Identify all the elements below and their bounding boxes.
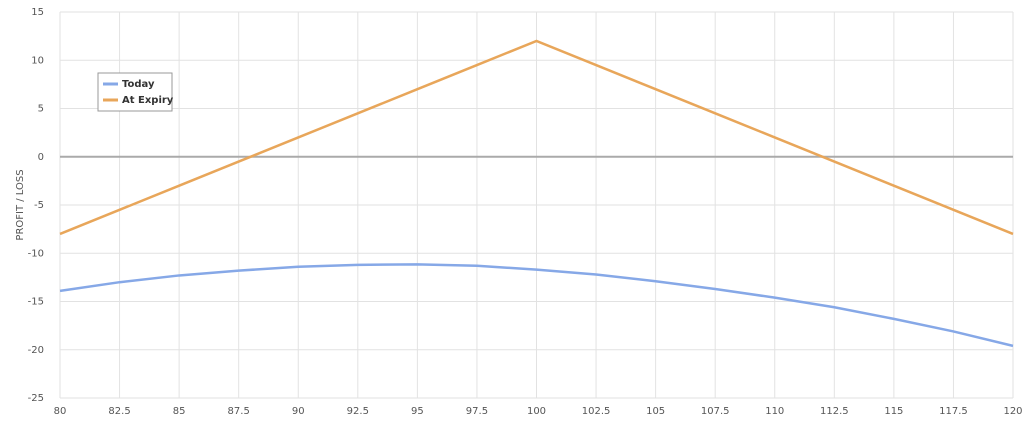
x-tick-label: 82.5 (108, 406, 130, 417)
y-tick-label: -15 (28, 297, 44, 308)
x-tick-label: 100 (527, 406, 546, 417)
y-tick-label: 10 (31, 55, 44, 66)
x-tick-label: 80 (54, 406, 67, 417)
x-tick-label: 97.5 (466, 406, 488, 417)
y-tick-label: -10 (28, 248, 44, 259)
x-tick-label: 110 (765, 406, 784, 417)
x-tick-label: 95 (411, 406, 424, 417)
x-tick-label: 112.5 (820, 406, 849, 417)
legend-label: Today (122, 79, 155, 90)
y-tick-label: -5 (34, 200, 44, 211)
series-line (59, 263, 1014, 348)
y-axis-label: PROFIT / LOSS (15, 169, 26, 240)
x-tick-label: 87.5 (228, 406, 250, 417)
x-tick-label: 107.5 (701, 406, 730, 417)
x-tick-label: 85 (173, 406, 186, 417)
x-tick-label: 105 (646, 406, 665, 417)
x-tick-label: 90 (292, 406, 305, 417)
y-tick-label: -25 (28, 393, 44, 404)
y-tick-label: -20 (28, 345, 44, 356)
x-tick-label: 102.5 (582, 406, 611, 417)
y-tick-label: 0 (38, 152, 44, 163)
x-tick-label: 115 (884, 406, 903, 417)
x-tick-label: 120 (1003, 406, 1022, 417)
y-tick-label: 5 (38, 104, 44, 115)
x-tick-label: 117.5 (939, 406, 968, 417)
x-tick-label: 92.5 (347, 406, 369, 417)
series-line (59, 39, 1014, 236)
y-tick-label: 15 (31, 7, 44, 18)
legend-box (97, 72, 173, 112)
legend-label: At Expiry (122, 95, 174, 106)
